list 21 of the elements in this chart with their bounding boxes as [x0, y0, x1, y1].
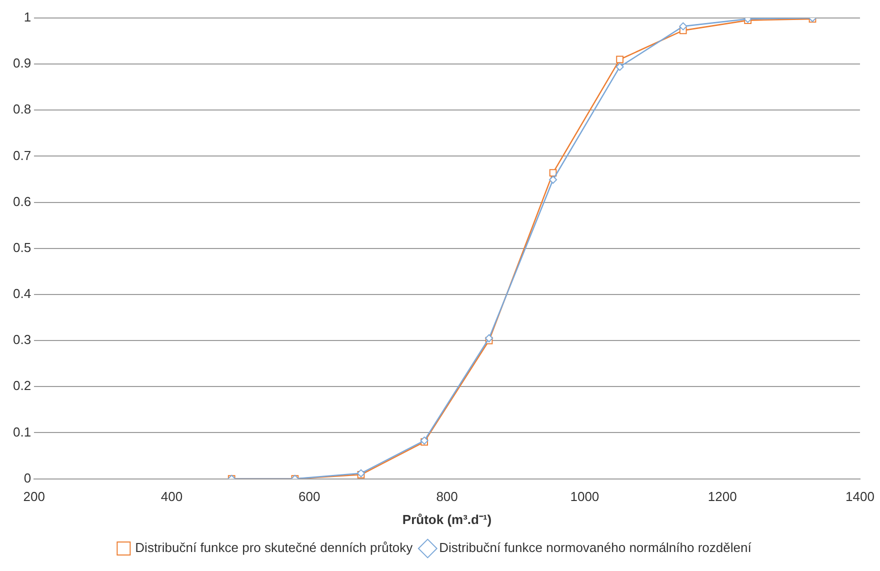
- y-tick-label: 1: [24, 10, 32, 25]
- x-tick-label: 1400: [846, 489, 874, 504]
- y-tick-label: 0.4: [12, 286, 32, 302]
- y-tick-label: 0.5: [12, 240, 32, 255]
- x-tick-label: 200: [23, 489, 45, 504]
- y-tick-label: 0.6: [12, 194, 32, 209]
- y-tick-label: 0.2: [12, 378, 32, 394]
- legend-label: Distribuční funkce normovaného normálního rozdělení: [439, 540, 752, 556]
- x-tick-label: 1000: [570, 489, 600, 504]
- x-tick-label: 1200: [708, 489, 737, 504]
- y-tick-label: 0.1: [12, 424, 32, 440]
- x-tick-label: 600: [298, 489, 320, 504]
- x-tick-label: 800: [436, 489, 458, 504]
- x-axis-title: Průtok (m³.d⁻¹): [402, 512, 492, 527]
- y-tick-label: 0.8: [12, 102, 32, 117]
- y-tick-label: 0.9: [12, 56, 32, 71]
- x-tick-label: 400: [160, 489, 183, 504]
- y-tick-label: 0.7: [12, 148, 32, 163]
- y-tick-label: 0.3: [12, 332, 32, 348]
- legend-label: Distribuční funkce pro skutečné denních průtoky: [135, 540, 414, 556]
- y-tick-label: 0: [24, 470, 32, 486]
